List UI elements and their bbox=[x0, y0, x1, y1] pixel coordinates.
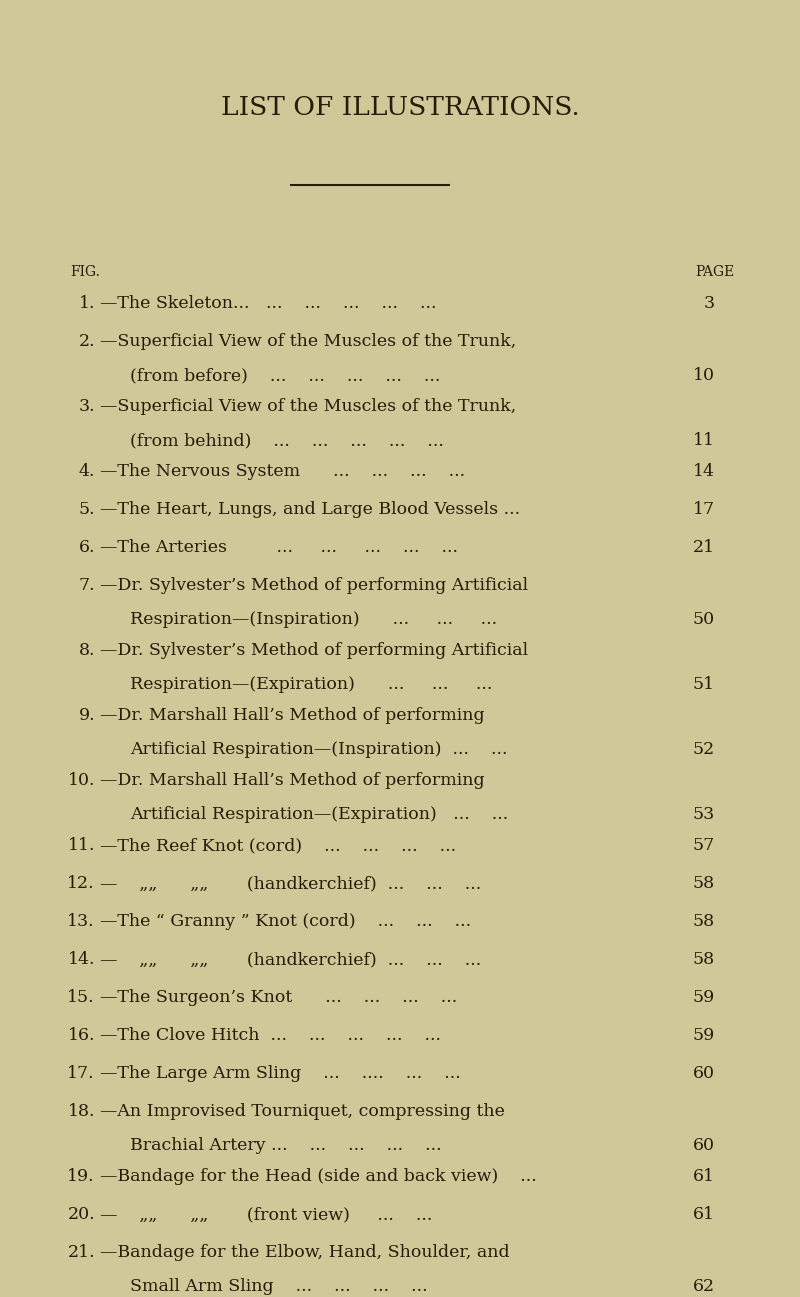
Text: —The Surgeon’s Knot      ...    ...    ...    ...: —The Surgeon’s Knot ... ... ... ... bbox=[100, 990, 458, 1006]
Text: 9.: 9. bbox=[78, 707, 95, 724]
Text: 18.: 18. bbox=[67, 1102, 95, 1121]
Text: 53: 53 bbox=[693, 805, 715, 824]
Text: 58: 58 bbox=[693, 875, 715, 892]
Text: Respiration—(Expiration)      ...     ...     ...: Respiration—(Expiration) ... ... ... bbox=[130, 676, 492, 693]
Text: 59: 59 bbox=[693, 990, 715, 1006]
Text: 51: 51 bbox=[693, 676, 715, 693]
Text: 57: 57 bbox=[693, 837, 715, 853]
Text: 58: 58 bbox=[693, 913, 715, 930]
Text: 61: 61 bbox=[693, 1206, 715, 1223]
Text: —The Arteries         ...     ...     ...    ...    ...: —The Arteries ... ... ... ... ... bbox=[100, 540, 458, 556]
Text: 60: 60 bbox=[693, 1065, 715, 1082]
Text: (from behind)    ...    ...    ...    ...    ...: (from behind) ... ... ... ... ... bbox=[130, 432, 444, 449]
Text: LIST OF ILLUSTRATIONS.: LIST OF ILLUSTRATIONS. bbox=[221, 95, 579, 121]
Text: —Superficial View of the Muscles of the Trunk,: —Superficial View of the Muscles of the … bbox=[100, 398, 516, 415]
Text: —    „„      „„       (front view)     ...    ...: — „„ „„ (front view) ... ... bbox=[100, 1206, 432, 1223]
Text: Artificial Respiration—(Expiration)   ...    ...: Artificial Respiration—(Expiration) ... … bbox=[130, 805, 508, 824]
Text: —    „„      „„       (handkerchief)  ...    ...    ...: — „„ „„ (handkerchief) ... ... ... bbox=[100, 875, 482, 892]
Text: —The Clove Hitch  ...    ...    ...    ...    ...: —The Clove Hitch ... ... ... ... ... bbox=[100, 1027, 441, 1044]
Text: 21: 21 bbox=[693, 540, 715, 556]
Text: —Dr. Marshall Hall’s Method of performing: —Dr. Marshall Hall’s Method of performin… bbox=[100, 772, 485, 789]
Text: 50: 50 bbox=[693, 611, 715, 628]
Text: 17.: 17. bbox=[67, 1065, 95, 1082]
Text: Brachial Artery ...    ...    ...    ...    ...: Brachial Artery ... ... ... ... ... bbox=[130, 1137, 442, 1154]
Text: —Dr. Marshall Hall’s Method of performing: —Dr. Marshall Hall’s Method of performin… bbox=[100, 707, 485, 724]
Text: PAGE: PAGE bbox=[696, 265, 735, 279]
Text: —Dr. Sylvester’s Method of performing Artificial: —Dr. Sylvester’s Method of performing Ar… bbox=[100, 577, 528, 594]
Text: 17: 17 bbox=[693, 501, 715, 518]
Text: Respiration—(Inspiration)      ...     ...     ...: Respiration—(Inspiration) ... ... ... bbox=[130, 611, 497, 628]
Text: 3.: 3. bbox=[78, 398, 95, 415]
Text: —An Improvised Tourniquet, compressing the: —An Improvised Tourniquet, compressing t… bbox=[100, 1102, 505, 1121]
Text: —    „„      „„       (handkerchief)  ...    ...    ...: — „„ „„ (handkerchief) ... ... ... bbox=[100, 951, 482, 968]
Text: 61: 61 bbox=[693, 1169, 715, 1185]
Text: —The Heart, Lungs, and Large Blood Vessels ...: —The Heart, Lungs, and Large Blood Vesse… bbox=[100, 501, 520, 518]
Text: 59: 59 bbox=[693, 1027, 715, 1044]
Text: 1.: 1. bbox=[78, 294, 95, 313]
Text: Small Arm Sling    ...    ...    ...    ...: Small Arm Sling ... ... ... ... bbox=[130, 1278, 428, 1294]
Text: 11.: 11. bbox=[67, 837, 95, 853]
Text: —The Reef Knot (cord)    ...    ...    ...    ...: —The Reef Knot (cord) ... ... ... ... bbox=[100, 837, 456, 853]
Text: —Dr. Sylvester’s Method of performing Artificial: —Dr. Sylvester’s Method of performing Ar… bbox=[100, 642, 528, 659]
Text: 19.: 19. bbox=[67, 1169, 95, 1185]
Text: 10.: 10. bbox=[67, 772, 95, 789]
Text: 14.: 14. bbox=[67, 951, 95, 968]
Text: —The Skeleton...   ...    ...    ...    ...    ...: —The Skeleton... ... ... ... ... ... bbox=[100, 294, 437, 313]
Text: 4.: 4. bbox=[78, 463, 95, 480]
Text: 6.: 6. bbox=[78, 540, 95, 556]
Text: 7.: 7. bbox=[78, 577, 95, 594]
Text: —The Nervous System      ...    ...    ...    ...: —The Nervous System ... ... ... ... bbox=[100, 463, 465, 480]
Text: 8.: 8. bbox=[78, 642, 95, 659]
Text: 15.: 15. bbox=[67, 990, 95, 1006]
Text: 11: 11 bbox=[693, 432, 715, 449]
Text: 10: 10 bbox=[693, 367, 715, 384]
Text: 5.: 5. bbox=[78, 501, 95, 518]
Text: FIG.: FIG. bbox=[70, 265, 100, 279]
Text: —Superficial View of the Muscles of the Trunk,: —Superficial View of the Muscles of the … bbox=[100, 333, 516, 350]
Text: 13.: 13. bbox=[67, 913, 95, 930]
Text: —The Large Arm Sling    ...    ....    ...    ...: —The Large Arm Sling ... .... ... ... bbox=[100, 1065, 461, 1082]
Text: 52: 52 bbox=[693, 741, 715, 757]
Text: —Bandage for the Head (side and back view)    ...: —Bandage for the Head (side and back vie… bbox=[100, 1169, 537, 1185]
Text: 60: 60 bbox=[693, 1137, 715, 1154]
Text: —Bandage for the Elbow, Hand, Shoulder, and: —Bandage for the Elbow, Hand, Shoulder, … bbox=[100, 1244, 510, 1261]
Text: 3: 3 bbox=[704, 294, 715, 313]
Text: 16.: 16. bbox=[67, 1027, 95, 1044]
Text: 58: 58 bbox=[693, 951, 715, 968]
Text: —The “ Granny ” Knot (cord)    ...    ...    ...: —The “ Granny ” Knot (cord) ... ... ... bbox=[100, 913, 471, 930]
Text: 12.: 12. bbox=[67, 875, 95, 892]
Text: 21.: 21. bbox=[67, 1244, 95, 1261]
Text: 14: 14 bbox=[693, 463, 715, 480]
Text: (from before)    ...    ...    ...    ...    ...: (from before) ... ... ... ... ... bbox=[130, 367, 440, 384]
Text: 20.: 20. bbox=[67, 1206, 95, 1223]
Text: 62: 62 bbox=[693, 1278, 715, 1294]
Text: Artificial Respiration—(Inspiration)  ...    ...: Artificial Respiration—(Inspiration) ...… bbox=[130, 741, 507, 757]
Text: 2.: 2. bbox=[78, 333, 95, 350]
